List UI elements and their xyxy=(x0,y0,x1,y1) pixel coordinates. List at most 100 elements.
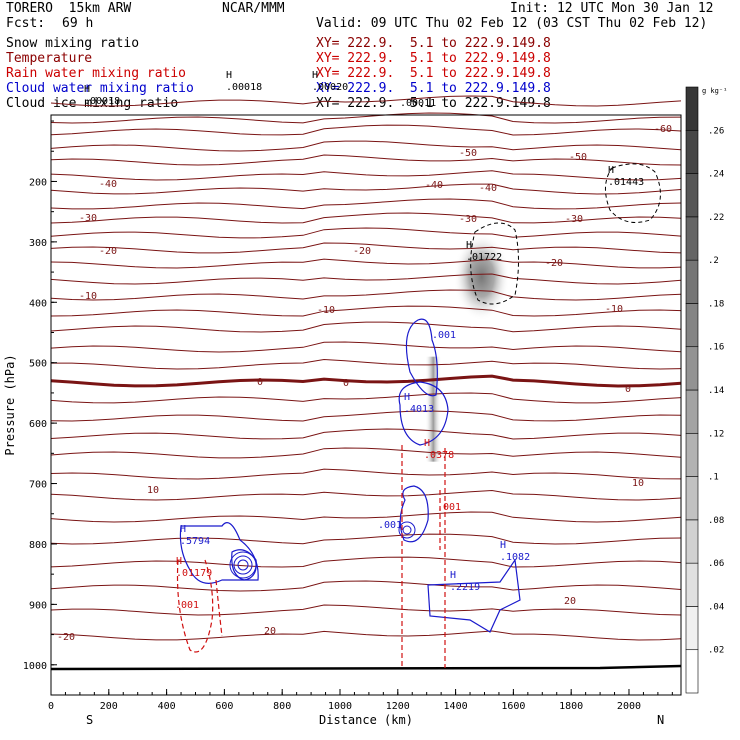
isotherm-line xyxy=(50,198,682,210)
init-time: Init: 12 UTC Mon 30 Jan 12 xyxy=(510,1,714,16)
extremum-marker: H xyxy=(450,570,456,581)
colorbar-segment xyxy=(685,129,699,174)
extremum-marker: H xyxy=(404,392,410,403)
isotherm-line xyxy=(50,154,682,166)
isotherm-line xyxy=(50,170,682,181)
y-axis-label: Pressure (hPa) xyxy=(3,354,17,455)
temperature-label: 20 xyxy=(564,596,576,607)
colorbar-tick-label: .2 xyxy=(708,256,719,266)
colorbar-tick-label: .02 xyxy=(708,646,724,656)
temperature-label: -50 xyxy=(569,152,587,163)
colorbar-tick-label: .1 xyxy=(708,473,719,483)
extremum-marker: H xyxy=(608,165,614,176)
extremum-marker: H xyxy=(226,70,232,81)
extremum-value-label: .01443 xyxy=(608,177,644,188)
x-tick-label: 1200 xyxy=(386,701,410,712)
rain-water-contour xyxy=(176,559,214,653)
isotherm-line xyxy=(50,580,682,592)
cloud-water-ring xyxy=(237,559,249,571)
colorbar-unit: g kg⁻¹ xyxy=(702,87,727,95)
isotherm-line xyxy=(50,447,682,459)
temperature-label: -30 xyxy=(79,213,97,224)
cloud-water-contour xyxy=(179,522,259,584)
colorbar-segment xyxy=(685,476,699,521)
extremum-value-label: .01179 xyxy=(176,568,212,579)
temperature-label: 0 xyxy=(343,378,349,389)
colorbar-segment xyxy=(685,432,699,477)
extremum-value-label: .00011 xyxy=(400,98,436,109)
isotherm-line xyxy=(50,392,682,404)
x-tick-label: 1800 xyxy=(559,701,583,712)
colorbar-tick-label: .06 xyxy=(708,559,724,569)
isotherm-line xyxy=(50,124,682,136)
isotherm-line xyxy=(50,305,682,317)
forecast-hour: 69 h xyxy=(62,16,94,31)
extremum-value-label: .5794 xyxy=(180,536,210,547)
isotherm-line xyxy=(50,468,682,480)
temperature-label: -20 xyxy=(545,258,563,269)
temperature-label: -30 xyxy=(565,214,583,225)
temperature-label: -40 xyxy=(479,183,497,194)
colorbar-segment xyxy=(685,173,699,218)
cloud-ice-contour xyxy=(470,222,519,305)
y-tick-label: 400 xyxy=(29,298,47,309)
field-xy-cloud-water: XY= 222.9. 5.1 to 222.9.149.8 xyxy=(316,81,551,96)
colorbar-segment xyxy=(685,303,699,348)
extremum-marker: H xyxy=(84,84,90,95)
colorbar-tick-label: .04 xyxy=(708,602,724,612)
isotherm-line xyxy=(50,410,682,422)
cloud-water-contour xyxy=(427,558,521,633)
isotherm-line xyxy=(50,183,682,195)
org-label: NCAR/MMM xyxy=(222,1,285,16)
colorbar-segment xyxy=(685,519,699,564)
temperature-label: -20 xyxy=(353,246,371,257)
colorbar-tick-label: .16 xyxy=(708,343,724,353)
temperature-label: -10 xyxy=(605,304,623,315)
temperature-label: 0 xyxy=(257,377,263,388)
colorbar-tick-label: .14 xyxy=(708,386,724,396)
extremum-marker: H xyxy=(466,240,472,251)
south-label: S xyxy=(86,713,93,727)
colorbar-segment xyxy=(685,86,699,131)
temperature-label: -30 xyxy=(459,214,477,225)
extremum-value-label: .4013 xyxy=(404,404,434,415)
colorbar-segment xyxy=(685,346,699,391)
plot-frame xyxy=(50,114,682,696)
x-tick-label: 1600 xyxy=(501,701,525,712)
temperature-label: -40 xyxy=(425,180,443,191)
extremum-value-label: .00018 xyxy=(226,82,262,93)
isotherm-line xyxy=(50,341,682,353)
cloud-water-contour xyxy=(398,381,449,446)
cloud-ice-contour xyxy=(605,163,661,223)
temperature-label: -10 xyxy=(79,291,97,302)
field-name-temperature: Temperature xyxy=(6,51,93,66)
extremum-value-label: .001 xyxy=(432,330,456,341)
y-tick-label: 900 xyxy=(29,600,47,611)
field-name-rain: Rain water mixing ratio xyxy=(6,66,187,81)
cloud-water-contour xyxy=(405,318,438,397)
y-tick-label: 200 xyxy=(29,177,47,188)
extremum-value-label: .00018 xyxy=(84,96,120,107)
extremum-value-label: .001 xyxy=(175,600,199,611)
extremum-value-label: .1082 xyxy=(500,552,530,563)
colorbar-segment xyxy=(685,389,699,434)
extremum-marker: H xyxy=(312,70,318,81)
field-xy-temperature: XY= 222.9. 5.1 to 222.9.149.8 xyxy=(316,51,551,66)
temperature-label: 10 xyxy=(632,478,644,489)
temperature-label: 20 xyxy=(264,626,276,637)
colorbar-tick-label: .18 xyxy=(708,299,724,309)
temperature-label: -20 xyxy=(57,632,75,643)
isotherm-line xyxy=(50,533,682,545)
field-xy-rain: XY= 222.9. 5.1 to 222.9.149.8 xyxy=(316,66,551,81)
colorbar-segment xyxy=(685,216,699,261)
x-tick-label: 1400 xyxy=(444,701,468,712)
cloud-water-ring xyxy=(229,551,257,579)
y-tick-label: 600 xyxy=(29,419,47,430)
colorbar-tick-label: .12 xyxy=(708,429,724,439)
cloud-water-ring xyxy=(398,521,416,539)
isotherm-line xyxy=(50,140,682,152)
y-tick-label: 800 xyxy=(29,540,47,551)
isotherm-line xyxy=(50,227,682,239)
isotherm-line xyxy=(50,258,682,269)
